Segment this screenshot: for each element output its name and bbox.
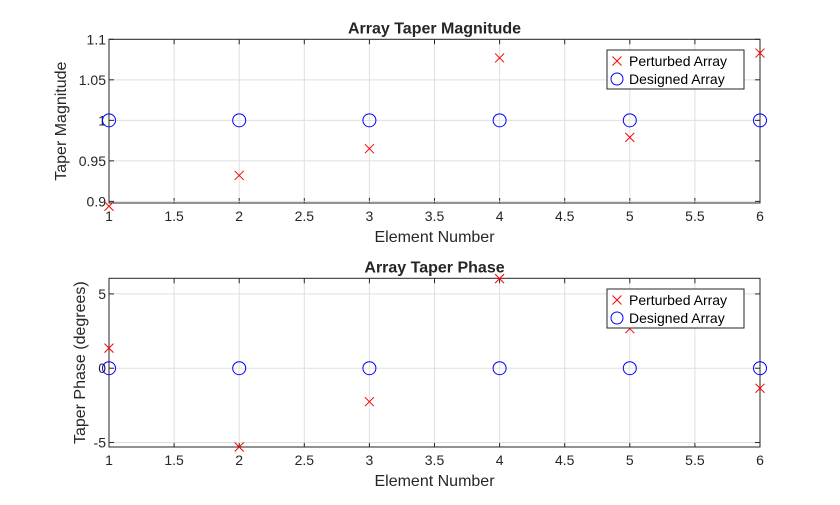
- y-tick-label: 0.9: [87, 193, 107, 209]
- designed-point: [622, 361, 637, 376]
- subplot-1: 1 1.5 2 2.5 3 3.5 4 4.5 5 5.5 60.90.9511.051.1Arra…: [53, 20, 767, 246]
- legend-entry: Perturbed Array: [629, 53, 727, 69]
- x-tick-label: 3: [366, 208, 374, 224]
- designed-point: [492, 113, 507, 128]
- x-tick-label: 3: [366, 452, 374, 468]
- designed-point: [102, 361, 116, 376]
- axes-box: [108, 38, 761, 204]
- y-tick-label: -5: [94, 435, 107, 451]
- x-tick-label: 6: [756, 208, 764, 224]
- legend-box: [606, 288, 745, 329]
- legend-x-marker-icon: [612, 56, 622, 66]
- legend-circle-marker-icon: [610, 311, 624, 325]
- x-tick-label: 4: [496, 208, 504, 224]
- x-tick-label: 5.5: [685, 208, 705, 224]
- designed-point: [102, 113, 116, 128]
- x-tick-label: 3.5: [425, 452, 445, 468]
- legend-circle-marker-icon: [610, 72, 624, 86]
- chart-title: Array Taper Phase: [364, 259, 504, 276]
- chart-title: Array Taper Magnitude: [348, 20, 521, 37]
- legend: Perturbed Array Designed Array: [606, 49, 745, 90]
- perturbed-point: [494, 53, 505, 63]
- legend-box: [606, 49, 745, 90]
- x-axis-label: Element Number: [374, 229, 495, 246]
- x-tick-label: 4.5: [555, 452, 575, 468]
- legend-x-marker-icon: [612, 295, 622, 305]
- x-tick-label: 4.5: [555, 208, 575, 224]
- perturbed-point: [624, 132, 635, 143]
- legend-entry: Perturbed Array: [629, 292, 727, 308]
- designed-point: [232, 113, 247, 128]
- x-tick-label: 2.5: [295, 452, 315, 468]
- designed-point: [492, 361, 507, 376]
- legend-entry: Designed Array: [629, 71, 725, 87]
- designed-point: [622, 113, 637, 128]
- x-tick-label: 2: [235, 208, 243, 224]
- designed-point: [753, 361, 767, 376]
- axes-box: [108, 277, 761, 448]
- perturbed-point: [755, 383, 765, 394]
- x-tick-label: 1: [105, 208, 113, 224]
- perturbed-point: [364, 396, 375, 407]
- x-tick-label: 5: [626, 452, 634, 468]
- x-tick-label: 1: [105, 452, 113, 468]
- perturbed-point: [104, 343, 114, 354]
- x-tick-label: 1.5: [164, 452, 184, 468]
- perturbed-point: [494, 273, 505, 284]
- y-axis-label: Taper Phase (degrees): [72, 281, 89, 444]
- legend-entry: Designed Array: [629, 310, 725, 326]
- designed-point: [362, 113, 377, 128]
- x-tick-label: 5.5: [685, 452, 705, 468]
- y-axis-label: Taper Magnitude: [53, 61, 70, 180]
- perturbed-point: [755, 48, 765, 58]
- x-tick-label: 2: [235, 452, 243, 468]
- legend: Perturbed Array Designed Array: [606, 288, 745, 329]
- perturbed-point: [104, 201, 114, 212]
- y-tick-label: 0.95: [79, 153, 106, 169]
- x-tick-label: 1.5: [164, 208, 184, 224]
- perturbed-point: [364, 143, 375, 154]
- x-tick-label: 2.5: [295, 208, 315, 224]
- perturbed-point: [234, 170, 245, 181]
- designed-point: [753, 113, 767, 128]
- designed-point: [232, 361, 247, 376]
- x-tick-label: 3.5: [425, 208, 445, 224]
- y-tick-label: 5: [98, 286, 106, 302]
- x-tick-label: 4: [496, 452, 504, 468]
- x-tick-label: 6: [756, 452, 764, 468]
- y-tick-label: 1.05: [79, 72, 106, 88]
- x-tick-label: 5: [626, 208, 634, 224]
- y-tick-label: 1.1: [87, 31, 107, 47]
- designed-point: [362, 361, 377, 376]
- perturbed-point: [234, 442, 245, 452]
- x-axis-label: Element Number: [374, 473, 495, 490]
